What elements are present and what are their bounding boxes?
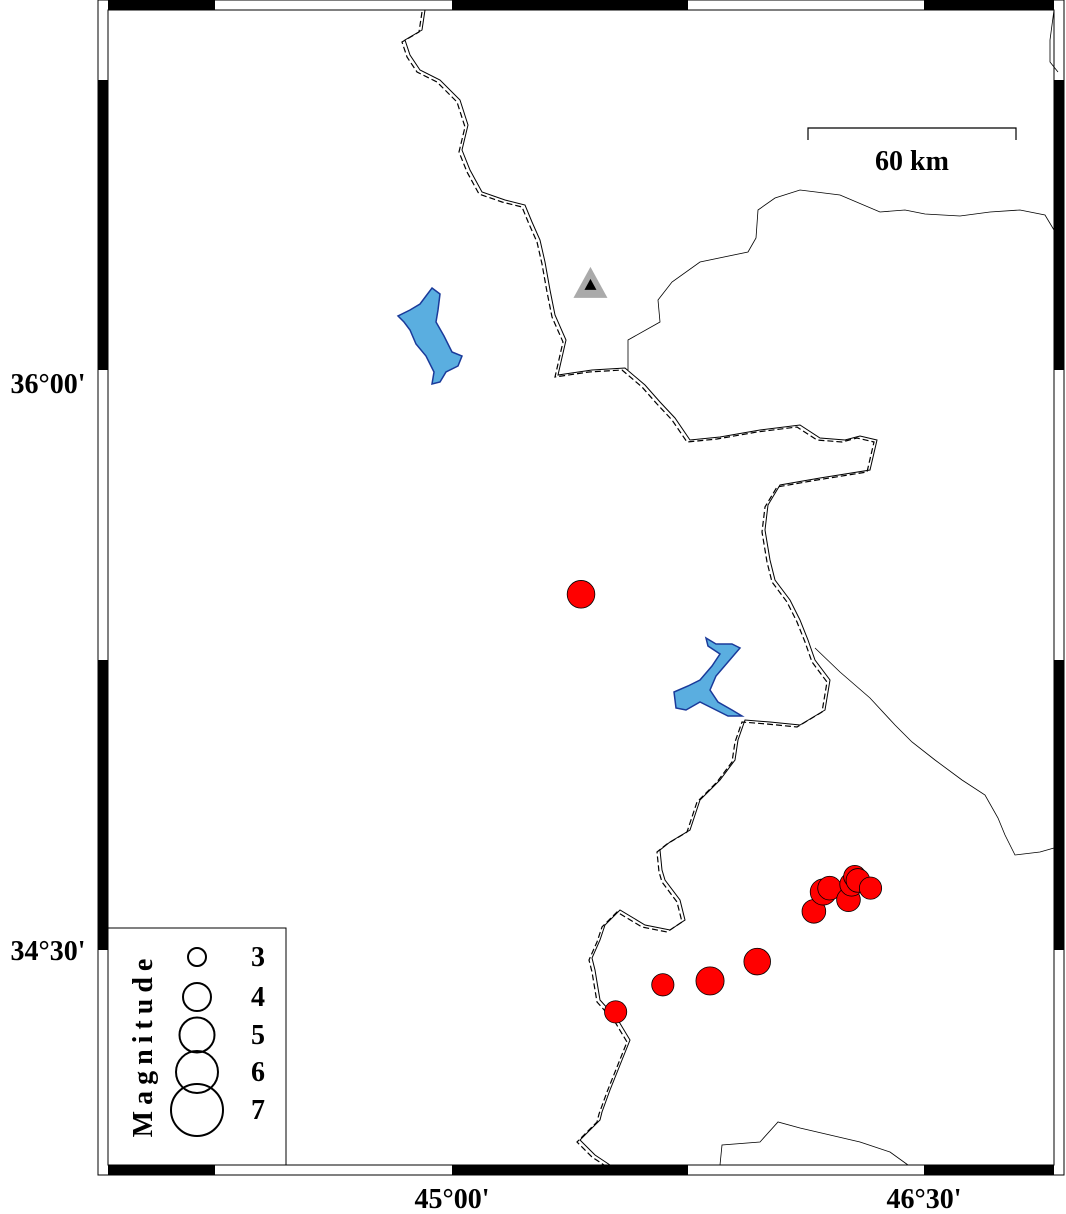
magnitude-legend: Magnitude 3 4 5 6 7 xyxy=(107,927,287,1166)
earthquake-marker xyxy=(858,876,883,900)
frame-tick xyxy=(98,80,108,370)
earthquake-marker xyxy=(604,1000,628,1024)
lake xyxy=(396,286,463,386)
earthquake-marker xyxy=(743,947,771,976)
earthquake-marker xyxy=(695,966,725,996)
frame-tick xyxy=(1054,80,1064,370)
province-border xyxy=(627,9,1059,1166)
legend-label: 4 xyxy=(251,982,265,1013)
lat-label-34-30: 34°30' xyxy=(11,936,86,967)
earthquake-marker xyxy=(566,580,596,609)
frame-tick xyxy=(1054,660,1064,950)
legend-circle xyxy=(178,1016,216,1054)
scale-bar: 60 km xyxy=(807,127,1017,177)
frame-tick xyxy=(98,660,108,950)
legend-circle xyxy=(170,1083,224,1137)
frame-tick xyxy=(452,0,688,10)
scale-bar-label: 60 km xyxy=(875,146,949,177)
legend-circle xyxy=(175,1050,219,1094)
legend-circle xyxy=(187,947,207,967)
legend-label: 5 xyxy=(251,1020,265,1051)
seismic-station xyxy=(573,266,608,298)
international-border xyxy=(401,9,878,1168)
legend-title: Magnitude xyxy=(128,953,159,1138)
frame-tick xyxy=(108,0,215,10)
frame-tick xyxy=(924,1165,1054,1175)
legend-circle xyxy=(182,982,212,1012)
frame-tick xyxy=(924,0,1054,10)
frame-tick xyxy=(108,1165,215,1175)
legend-label: 6 xyxy=(251,1057,265,1088)
earthquake-marker xyxy=(651,973,675,997)
lon-label-45: 45°00' xyxy=(415,1184,490,1214)
reservoir xyxy=(673,636,745,717)
lat-label-36: 36°00' xyxy=(11,369,86,400)
legend-label: 7 xyxy=(251,1095,265,1126)
legend-label: 3 xyxy=(251,942,265,973)
earthquake-layer xyxy=(566,580,883,1024)
frame-tick xyxy=(452,1165,688,1175)
lon-label-46-30: 46°30' xyxy=(887,1184,962,1214)
